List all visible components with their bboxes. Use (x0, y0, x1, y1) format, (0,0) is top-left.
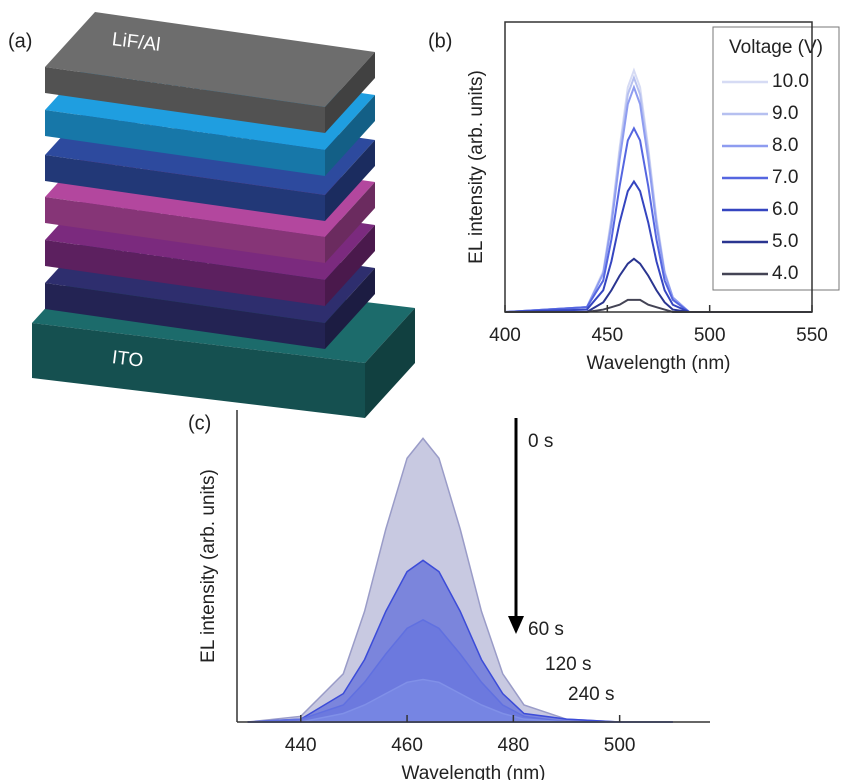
y-axis-label: EL intensity (arb. units) (466, 70, 487, 264)
layer-edge (365, 308, 415, 418)
layer-side (45, 197, 325, 263)
spectrum-line (504, 84, 812, 313)
layer-side (32, 323, 365, 418)
layer-top (45, 12, 375, 107)
x-tick-label: 500 (604, 735, 636, 756)
panel-label: (c) (188, 412, 211, 434)
panel-label: (a) (8, 30, 32, 52)
layer-side (45, 110, 325, 176)
x-tick-label: 460 (391, 735, 423, 756)
series-annotation: 240 s (568, 684, 614, 705)
layer-edge (325, 52, 375, 133)
series-annotation: 60 s (528, 619, 564, 640)
layer-edge (325, 95, 375, 176)
legend-label: 7.0 (772, 167, 798, 188)
device-stack: ITOPEDOT:PSSPoly-TPDCBPCsPb(Br,Cl)₃ NCsB… (32, 12, 415, 418)
legend-box (712, 26, 840, 291)
spectrum-area (247, 559, 673, 723)
x-tick-label: 450 (591, 325, 623, 346)
legend-label: 4.0 (772, 263, 798, 284)
panel-label: (b) (428, 30, 452, 52)
series-annotation: 120 s (545, 654, 591, 675)
layer-edge (325, 268, 375, 349)
arrow-head (508, 616, 524, 634)
legend-label: 9.0 (772, 103, 798, 124)
legend-label: 8.0 (772, 135, 798, 156)
spectrum-line (504, 179, 812, 313)
x-tick-label: 480 (498, 735, 530, 756)
layer-edge (325, 140, 375, 221)
legend-title: Voltage (V) (729, 37, 823, 58)
legend-label: 10.0 (772, 71, 809, 92)
x-tick-label: 550 (796, 325, 828, 346)
layer-side (45, 67, 325, 133)
series-annotation: 0 s (528, 431, 553, 452)
x-tick-label: 500 (694, 325, 726, 346)
spectrum-line (504, 126, 812, 313)
y-axis-label: EL intensity (arb. units) (198, 469, 219, 663)
layer-edge (325, 225, 375, 306)
legend-label: 6.0 (772, 199, 798, 220)
x-tick-label: 440 (285, 735, 317, 756)
layer-side (45, 155, 325, 221)
layer-side (45, 283, 325, 349)
spectrum-line (505, 257, 812, 313)
layer-edge (325, 182, 375, 263)
layer-label: ITO (111, 347, 145, 372)
plot-frame (504, 21, 813, 313)
x-axis-label: Wavelength (nm) (587, 353, 731, 374)
legend-label: 5.0 (772, 231, 798, 252)
x-tick-label: 400 (489, 325, 521, 346)
x-axis-label: Wavelength (nm) (402, 763, 546, 780)
layer-side (45, 240, 325, 306)
